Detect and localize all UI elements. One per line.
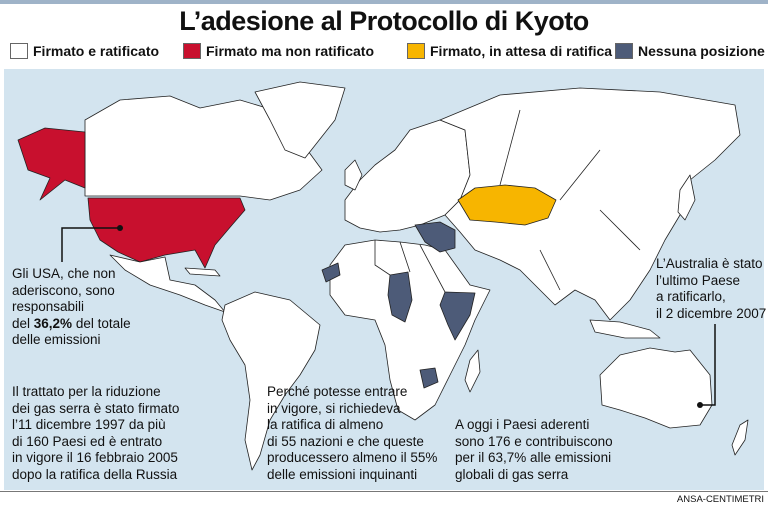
note-line: sono 176 e contribuiscono xyxy=(455,433,613,449)
legend-item: Firmato ma non ratificato xyxy=(183,43,374,59)
note-line: del 36,2% del totale xyxy=(12,316,131,333)
legend: Firmato e ratificato Firmato ma non ratif… xyxy=(10,43,765,63)
note-line: aderiscono, sono xyxy=(12,282,115,298)
new-zealand xyxy=(731,419,749,456)
treaty-note: Il trattato per la riduzione dei gas serr… xyxy=(12,384,179,483)
legend-item: Firmato e ratificato xyxy=(10,43,159,59)
note-line: Perché potesse entrare xyxy=(267,384,408,399)
world-map xyxy=(4,69,764,490)
uk xyxy=(344,159,363,191)
middle-east xyxy=(414,221,456,253)
note-line: in vigore, si richiedeva xyxy=(267,400,401,416)
legend-label: Firmato e ratificato xyxy=(33,43,160,59)
africa xyxy=(329,239,491,421)
legend-item: Nessuna posizione xyxy=(615,43,765,59)
greenland xyxy=(254,81,346,159)
horn-of-africa xyxy=(439,291,476,341)
mexico xyxy=(109,254,226,313)
legend-item: Firmato, in attesa di ratifica xyxy=(407,43,612,59)
note-highlight: 36,2% xyxy=(33,315,73,331)
note-line: la ratifica di almeno xyxy=(267,417,384,432)
note-line: per il 63,7% alle emissioni xyxy=(455,450,612,465)
usa-callout-dot xyxy=(117,225,123,231)
today-note: A oggi i Paesi aderenti sono 176 e contri… xyxy=(455,417,613,483)
note-line: di 55 nazioni e che queste xyxy=(267,433,424,449)
note-line: responsabili xyxy=(12,299,85,314)
note-line: a ratificarlo, xyxy=(656,289,726,304)
title: L’adesione al Protocollo di Kyoto xyxy=(179,6,589,36)
bottom-rule xyxy=(0,491,768,492)
australia-note: L’Australia è stato l’ultimo Paese a ratif… xyxy=(656,256,766,322)
note-line: l’11 dicembre 1997 da più xyxy=(12,417,166,432)
note-line: A oggi i Paesi aderenti xyxy=(455,417,590,432)
canada xyxy=(84,95,323,201)
note-line: in vigore il 16 febbraio 2005 xyxy=(12,450,178,465)
japan xyxy=(677,174,696,221)
south-america xyxy=(221,291,321,471)
legend-swatch xyxy=(615,43,633,59)
usa-callout xyxy=(61,227,120,262)
legend-label: Nessuna posizione xyxy=(638,43,765,59)
legend-label: Firmato ma non ratificato xyxy=(206,43,375,59)
note-line: L’Australia è stato xyxy=(656,256,763,271)
note-line: dopo la ratifica della Russia xyxy=(12,466,178,482)
top-bar xyxy=(0,0,768,4)
note-line: dei gas serra è stato firmato xyxy=(12,400,180,416)
note-line: delle emissioni xyxy=(12,332,101,347)
note-line: delle emissioni inquinanti xyxy=(267,466,418,482)
alaska xyxy=(17,127,86,201)
kazakhstan xyxy=(457,184,557,226)
note-text: del totale xyxy=(72,315,131,331)
note-line: Gli USA, che non xyxy=(12,266,116,281)
note-line: di 160 Paesi ed è entrato xyxy=(12,433,163,449)
western-sahara xyxy=(321,262,341,283)
indonesia xyxy=(589,319,661,339)
legend-swatch xyxy=(10,43,28,59)
usa-note: Gli USA, che non aderiscono, sono responsa… xyxy=(12,266,131,349)
usa xyxy=(87,197,246,269)
chad xyxy=(387,271,413,323)
caribbean xyxy=(184,267,221,277)
australia-callout xyxy=(700,324,716,406)
legend-swatch xyxy=(407,43,425,59)
note-line: producessero almeno il 55% xyxy=(267,450,438,465)
australia-callout-dot xyxy=(697,402,703,408)
zimbabwe xyxy=(419,367,439,389)
asia xyxy=(439,87,741,321)
legend-swatch xyxy=(183,43,201,59)
credit: ANSA-CENTIMETRI xyxy=(676,494,764,505)
note-line: il 2 dicembre 2007 xyxy=(656,305,767,321)
note-line: l’ultimo Paese xyxy=(656,272,741,288)
legend-label: Firmato, in attesa di ratifica xyxy=(430,43,613,59)
requirement-note: Perché potesse entrare in vigore, si rich… xyxy=(267,384,437,483)
note-line: Il trattato per la riduzione xyxy=(12,384,161,399)
borders xyxy=(374,109,641,293)
note-text: del xyxy=(12,315,34,331)
note-line: globali di gas serra xyxy=(455,466,569,482)
madagascar xyxy=(464,349,481,393)
